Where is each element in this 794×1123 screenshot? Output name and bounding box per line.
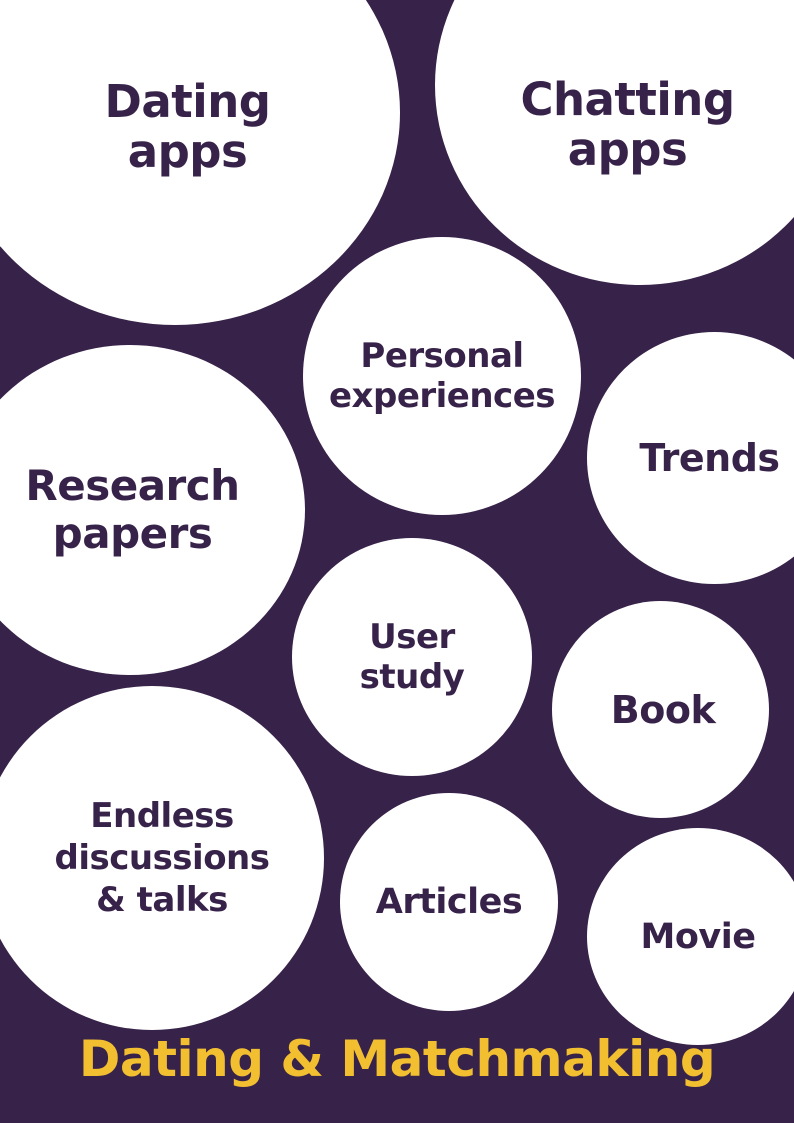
bubble-chatting-apps: Chatting apps — [435, 0, 794, 285]
label-line: User — [369, 617, 455, 657]
label-line: Research — [25, 461, 240, 510]
label-line: Movie — [640, 916, 756, 957]
bubble-endless-discussions: Endless discussions & talks — [0, 686, 324, 1030]
label-line: study — [359, 657, 465, 697]
poster-title: Dating & Matchmaking — [78, 1030, 716, 1088]
label-line: apps — [127, 124, 248, 178]
label-line: papers — [52, 509, 213, 558]
bubble-personal-experiences: Personal experiences — [303, 237, 581, 515]
bubble-label: Trends — [639, 436, 780, 480]
label-line: Personal — [360, 336, 524, 376]
bubble-label: Movie — [641, 917, 756, 957]
bubble-articles: Articles — [340, 793, 558, 1011]
bubble-label: Personal experiences — [328, 336, 556, 416]
bubble-label: Research papers — [25, 461, 240, 558]
bubble-label: Chatting apps — [520, 73, 735, 176]
label-line: Dating — [104, 74, 271, 128]
bubble-dating-apps: Dating apps — [0, 0, 400, 325]
bubble-trends: Trends — [587, 332, 794, 584]
label-line: Articles — [375, 882, 523, 922]
bubble-label: Book — [610, 687, 716, 732]
label-line: Book — [610, 687, 716, 732]
label-line: discussions — [54, 838, 270, 878]
label-line: Endless — [90, 796, 234, 836]
bubble-user-study: User study — [292, 538, 532, 776]
label-line: & talks — [96, 880, 228, 920]
bubble-label: Endless discussions & talks — [54, 795, 270, 921]
bubble-label: Dating apps — [104, 74, 271, 178]
bubble-label: User study — [360, 617, 465, 697]
bubble-movie: Movie — [587, 828, 794, 1045]
label-line: Trends — [639, 436, 780, 480]
label-line: Chatting — [520, 73, 735, 126]
label-line: experiences — [328, 376, 556, 416]
bubble-research-papers: Research papers — [0, 345, 305, 675]
label-line: apps — [567, 123, 688, 176]
bubble-book: Book — [552, 601, 769, 818]
bubble-label: Articles — [375, 882, 523, 922]
